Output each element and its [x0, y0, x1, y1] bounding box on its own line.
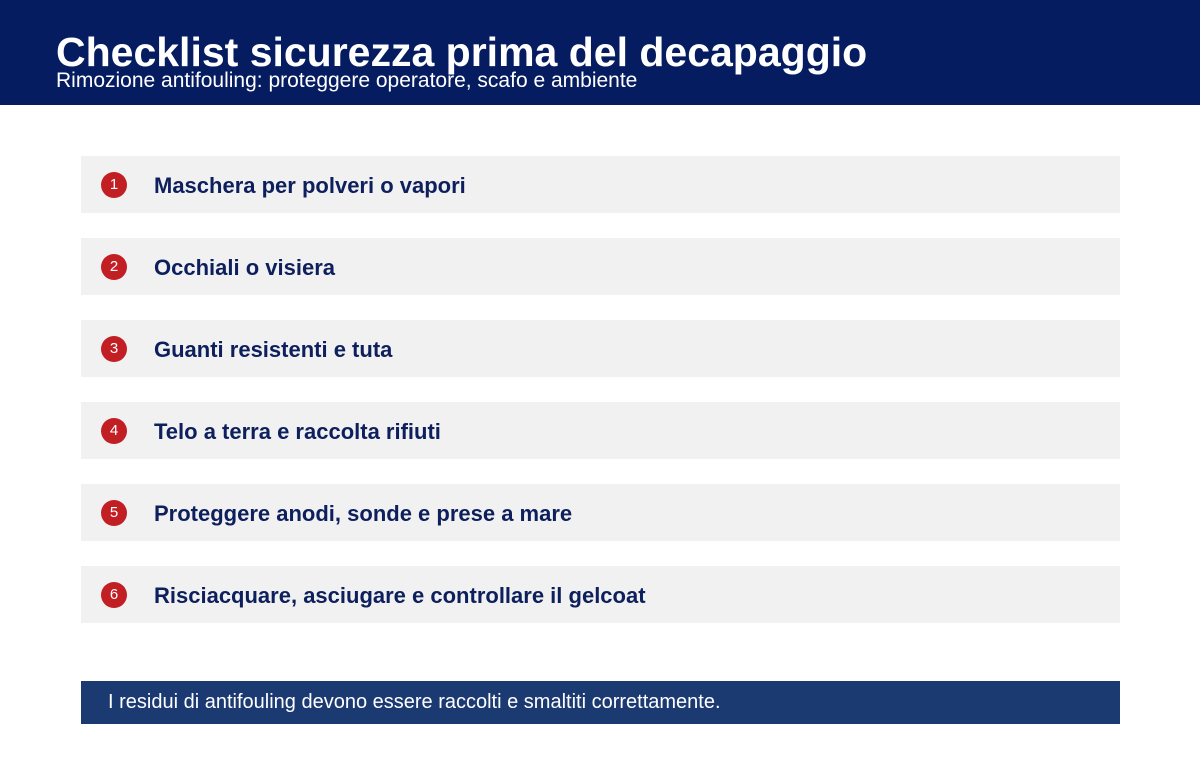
step-number-badge: 3 [101, 336, 127, 362]
footer-note-text: I residui di antifouling devono essere r… [108, 691, 721, 713]
checklist-item-goggles: 2 Occhiali o visiera [81, 238, 1120, 295]
checklist-item-rinse-check: 6 Risciacquare, asciugare e controllare … [81, 566, 1120, 623]
checklist-item-mask: 1 Maschera per polveri o vapori [81, 156, 1120, 213]
checklist-item-label: Guanti resistenti e tuta [154, 337, 393, 362]
step-number-badge: 6 [101, 582, 127, 608]
checklist-item-label: Maschera per polveri o vapori [154, 173, 466, 198]
step-number-badge: 4 [101, 418, 127, 444]
checklist-item-label: Telo a terra e raccolta rifiuti [154, 419, 441, 444]
checklist-item-gloves: 3 Guanti resistenti e tuta [81, 320, 1120, 377]
checklist-item-label: Occhiali o visiera [154, 255, 335, 280]
step-number-badge: 2 [101, 254, 127, 280]
checklist-item-label: Risciacquare, asciugare e controllare il… [154, 583, 646, 608]
safety-checklist: 1 Maschera per polveri o vapori 2 Occhia… [81, 156, 1120, 648]
header-banner: Checklist sicurezza prima del decapaggio… [0, 0, 1200, 105]
checklist-item-protect-anodes: 5 Proteggere anodi, sonde e prese a mare [81, 484, 1120, 541]
page-subtitle: Rimozione antifouling: proteggere operat… [56, 69, 638, 92]
checklist-item-ground-sheet: 4 Telo a terra e raccolta rifiuti [81, 402, 1120, 459]
footer-note-banner: I residui di antifouling devono essere r… [81, 681, 1120, 724]
page-title: Checklist sicurezza prima del decapaggio [56, 29, 868, 75]
step-number-badge: 5 [101, 500, 127, 526]
checklist-item-label: Proteggere anodi, sonde e prese a mare [154, 501, 573, 526]
step-number-badge: 1 [101, 172, 127, 198]
